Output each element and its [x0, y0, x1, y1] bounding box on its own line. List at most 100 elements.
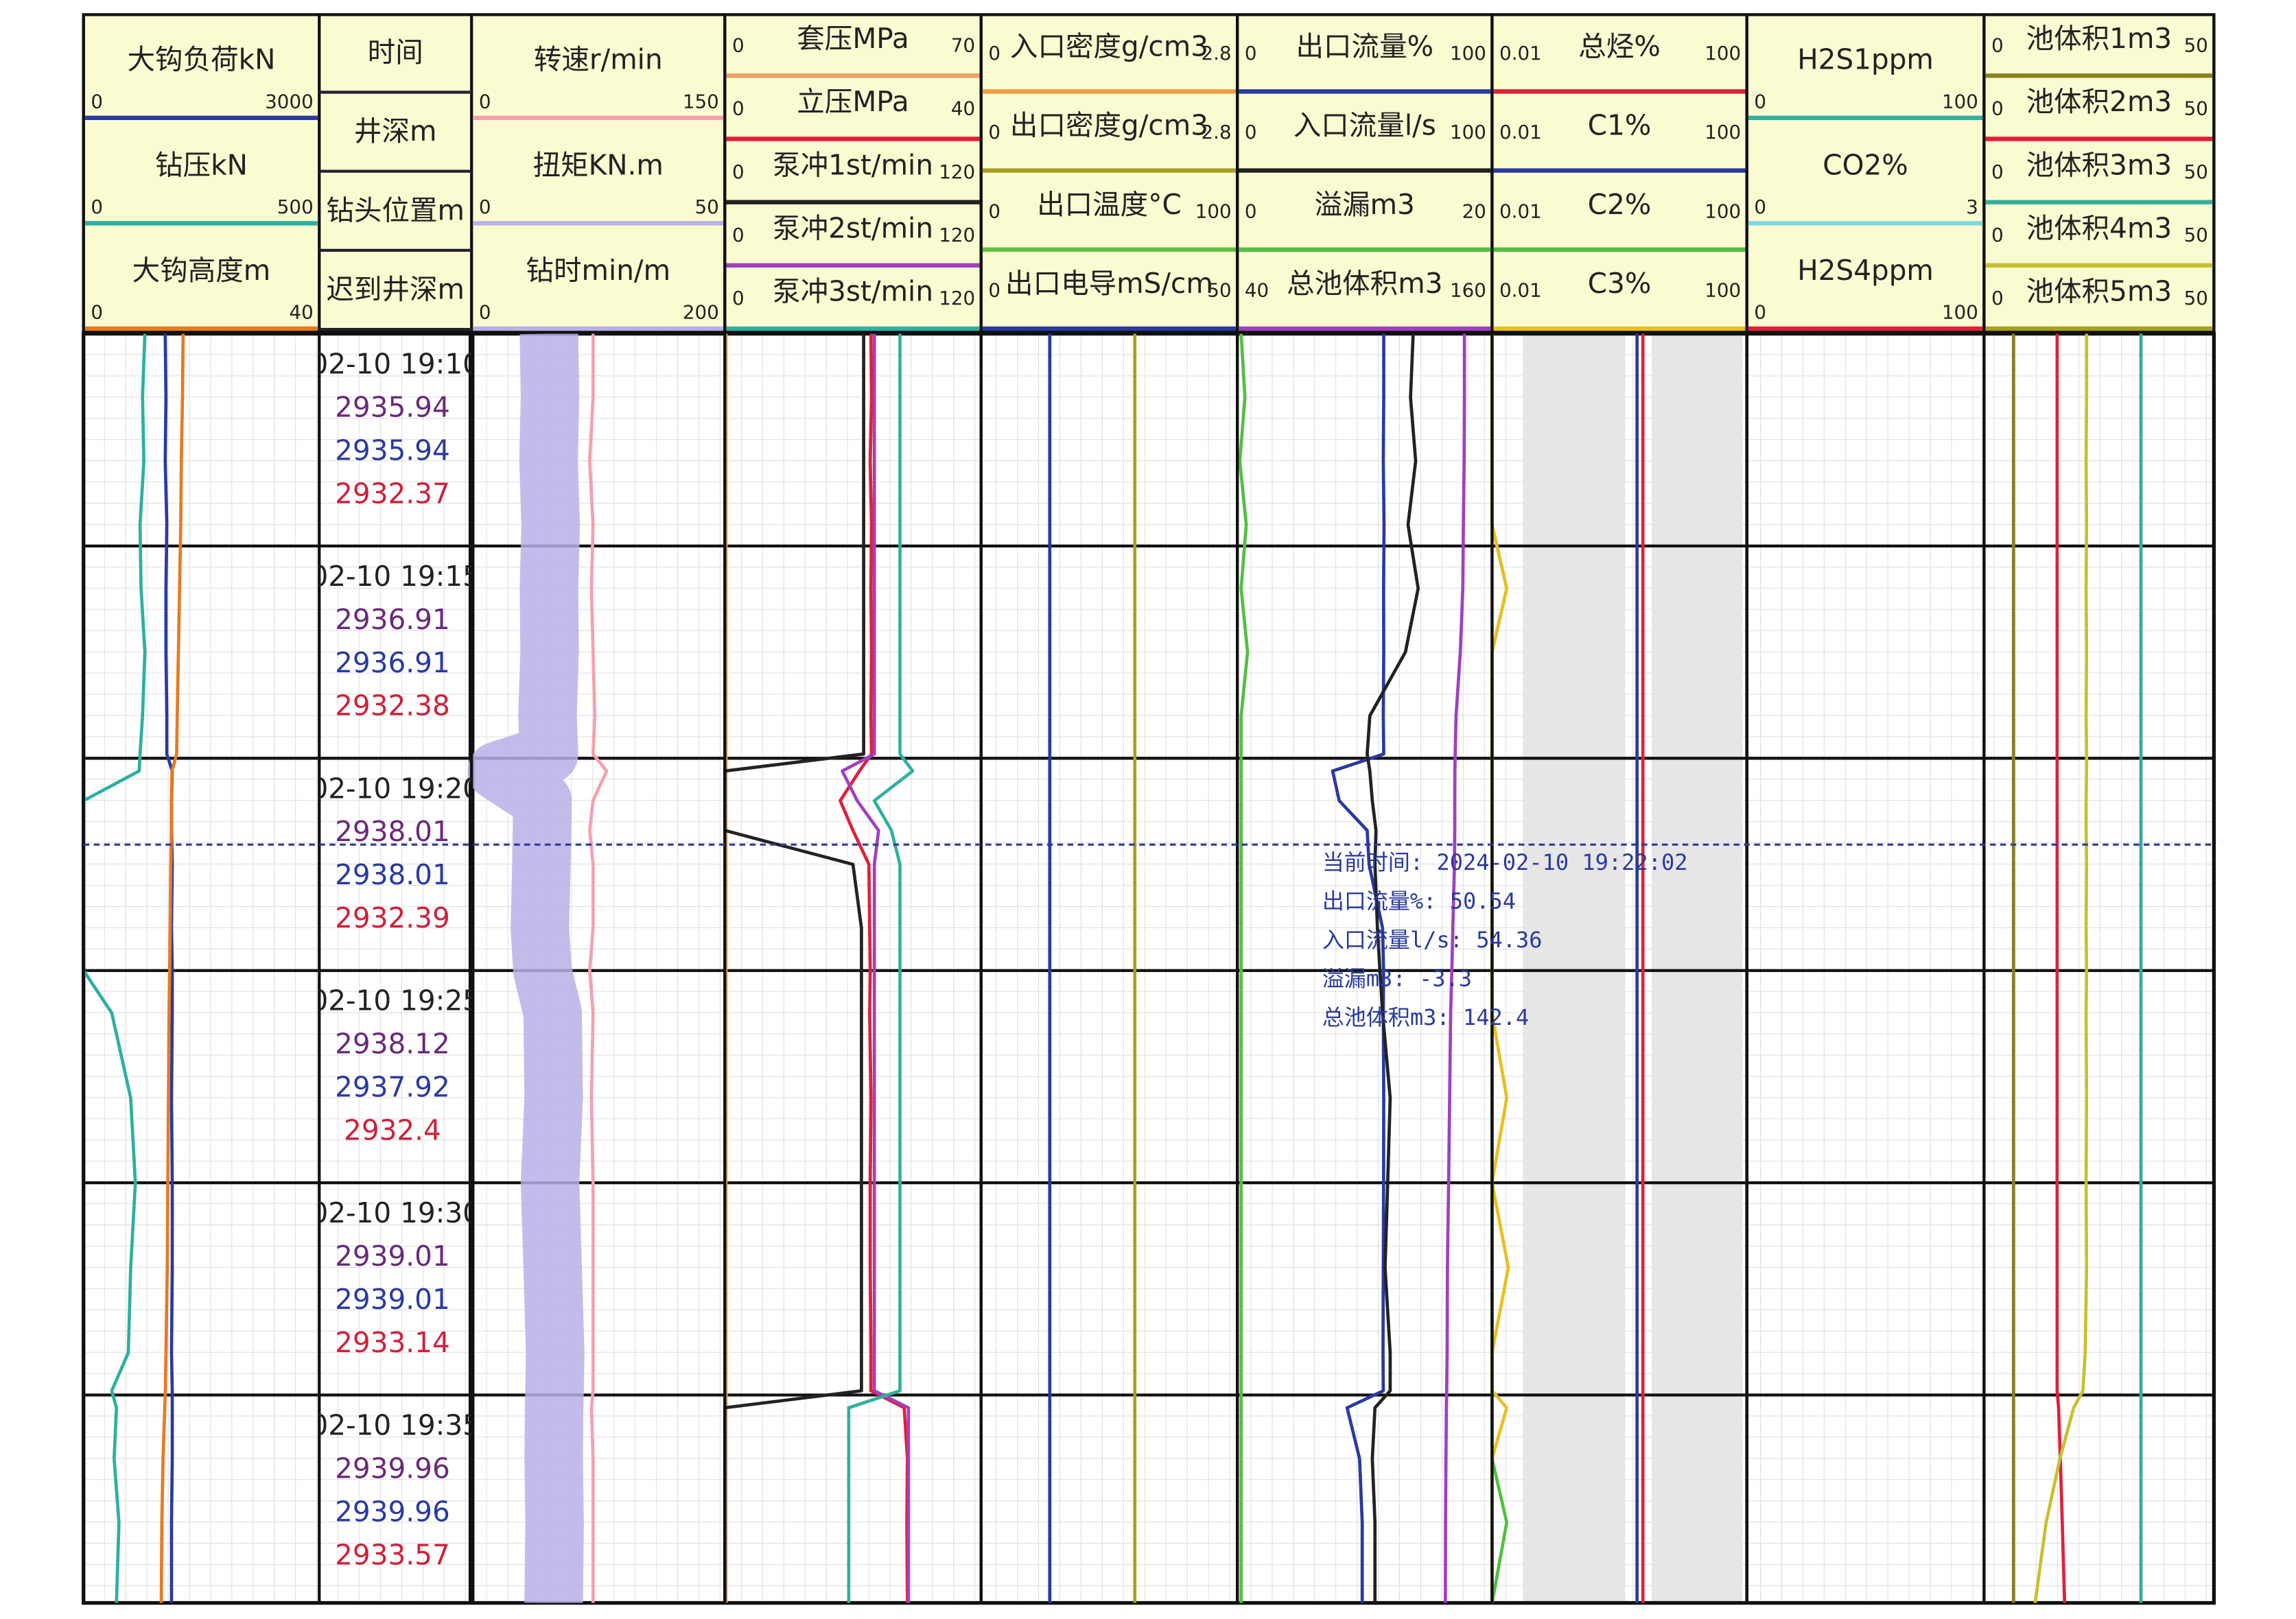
header-label: C2% [1588, 188, 1652, 221]
header-min: 0 [91, 196, 103, 218]
depth-label: 2939.96 [335, 1452, 450, 1485]
header-label: 入口密度g/cm3 [1010, 29, 1208, 62]
header-min: 0 [1991, 34, 2004, 56]
header-min: 0 [1991, 287, 2004, 309]
header-min: 0 [732, 34, 745, 56]
header-min: 0 [1991, 224, 2004, 246]
header-max: 50 [2184, 34, 2208, 56]
header-min: 0.01 [1499, 279, 1542, 302]
header-max: 160 [1450, 279, 1486, 302]
header-max: 120 [939, 161, 975, 183]
header-label: 泵冲2st/min [773, 211, 933, 244]
depth-label: 2939.96 [335, 1495, 450, 1528]
header-label: 立压MPa [797, 85, 909, 118]
curve [1444, 333, 1466, 1603]
depth-label: 2933.57 [335, 1538, 450, 1571]
header-label: 池体积5m3 [2026, 275, 2172, 308]
header-min: 0 [479, 196, 491, 218]
header-max: 100 [1942, 301, 1978, 324]
header-max: 50 [2184, 97, 2208, 120]
header-label: 泵冲3st/min [773, 275, 933, 308]
curve [847, 333, 915, 1603]
header-label: H2S1ppm [1797, 43, 1934, 76]
header-label: 溢漏m3 [1315, 188, 1415, 221]
header-min: 0 [479, 301, 491, 324]
depth-label: 2935.94 [335, 390, 450, 423]
header-min: 0 [1754, 90, 1766, 113]
header-max: 50 [2184, 161, 2208, 183]
header-label: 大钩负荷kN [128, 43, 276, 76]
header-min: 0 [1245, 121, 1257, 143]
depth-label: 2939.01 [335, 1283, 450, 1316]
header-max: 40 [951, 97, 975, 120]
tooltip-line: 入口流量l/s: 54.36 [1322, 927, 1543, 953]
header-max: 40 [289, 301, 313, 324]
header-min: 0 [1991, 97, 2004, 120]
header-max: 200 [683, 301, 719, 324]
curve [841, 333, 911, 1603]
header-label: 出口电导mS/cm [1005, 267, 1213, 300]
header-label: 钻头位置m [326, 193, 465, 226]
header-max: 100 [1195, 200, 1232, 222]
header-min: 0 [1754, 301, 1766, 324]
header-min: 0 [732, 161, 745, 183]
header-min: 0 [1754, 196, 1766, 218]
header-max: 3 [1966, 196, 1978, 218]
header-label: 入口流量l/s [1293, 109, 1436, 142]
depth-labels: 02-10 19:10 2935.94 2935.94 2932.37 02-10 19… [310, 347, 480, 1571]
header-label: 总烃% [1578, 29, 1661, 62]
header-max: 100 [1942, 90, 1978, 113]
header-min: 0 [732, 287, 745, 309]
depth-label: 2932.4 [344, 1114, 441, 1147]
header-label: 钻时min/m [526, 254, 670, 287]
depth-label: 2935.94 [335, 434, 450, 466]
tooltip-line: 当前时间: 2024-02-10 19:22:02 [1322, 849, 1688, 875]
curve [2055, 333, 2067, 1603]
header-min: 0 [988, 42, 1000, 64]
depth-label: 2932.37 [335, 477, 450, 510]
header-max: 150 [683, 90, 719, 113]
curve [467, 333, 585, 1603]
depth-label: 2938.01 [335, 858, 450, 891]
header-max: 100 [1450, 42, 1486, 64]
header-max: 50 [1207, 279, 1231, 302]
depth-label: 2933.14 [335, 1326, 450, 1359]
header-label: 池体积4m3 [2026, 211, 2172, 244]
depth-label: 2939.01 [335, 1240, 450, 1273]
header-max: 3000 [265, 90, 314, 113]
curve [83, 333, 147, 1603]
header-max: 50 [695, 196, 719, 218]
curve [1238, 333, 1250, 1603]
header-min: 0 [1991, 161, 2004, 183]
header-label: 出口密度g/cm3 [1010, 109, 1208, 142]
depth-label: 2937.92 [335, 1071, 450, 1104]
header-label: 井深m [354, 115, 437, 147]
header-max: 100 [1705, 279, 1741, 302]
header-label: 扭矩KN.m [533, 148, 664, 181]
header-min: 0 [988, 121, 1000, 143]
header-max: 120 [939, 287, 975, 309]
header-label: 池体积3m3 [2026, 148, 2172, 181]
header-max: 100 [1705, 42, 1741, 64]
header-max: 50 [2184, 224, 2208, 246]
tooltip-line: 出口流量%: 50.54 [1322, 888, 1516, 914]
header-min: 0 [91, 90, 103, 113]
header-max: 50 [2184, 287, 2208, 309]
header-max: 500 [277, 196, 314, 218]
depth-label: 2936.91 [335, 603, 450, 636]
header-max: 100 [1705, 121, 1741, 143]
header-label: 迟到井深m [326, 273, 465, 306]
depth-label: 2938.12 [335, 1028, 450, 1061]
header-min: 0.01 [1499, 121, 1542, 143]
header-max: 20 [1462, 200, 1486, 222]
depth-label: 2932.38 [335, 689, 450, 722]
time-label: 02-10 19:20 [310, 772, 480, 805]
time-label: 02-10 19:30 [310, 1196, 480, 1229]
curve [588, 333, 609, 1603]
curve [2033, 333, 2089, 1603]
tooltip: 当前时间: 2024-02-10 19:22:02 出口流量%: 50.54 入口流… [1322, 849, 1688, 1030]
time-label: 02-10 19:35 [310, 1408, 480, 1441]
